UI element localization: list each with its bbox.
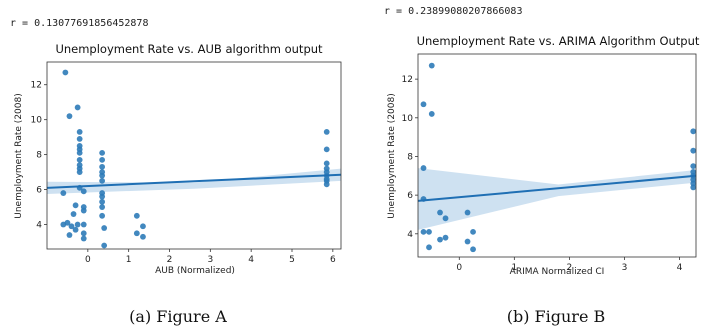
x-tick-label: 2	[167, 255, 173, 265]
data-point	[690, 128, 696, 134]
data-point	[99, 164, 105, 170]
x-tick-label: 3	[207, 255, 213, 265]
x-tick-label: 6	[330, 255, 336, 265]
y-tick-label: 4	[407, 230, 413, 240]
data-point	[690, 148, 696, 154]
data-point	[437, 210, 443, 216]
data-point	[99, 178, 105, 184]
y-tick-label: 10	[31, 116, 43, 126]
data-point	[324, 146, 330, 152]
data-point	[73, 227, 79, 233]
y-tick-label: 4	[36, 221, 42, 231]
chart-title-b: Unemployment Rate vs. ARIMA Algorithm Ou…	[417, 34, 700, 48]
data-point	[134, 213, 140, 219]
data-point	[81, 236, 87, 242]
data-point	[421, 101, 427, 107]
data-point	[81, 188, 87, 194]
data-points-b	[421, 63, 697, 252]
data-point	[324, 160, 330, 166]
data-point	[470, 229, 476, 235]
confidence-band-b	[418, 168, 696, 230]
data-point	[324, 129, 330, 135]
data-point	[99, 199, 105, 205]
data-point	[77, 150, 83, 156]
y-tick-label: 6	[407, 191, 413, 201]
data-point	[426, 229, 432, 235]
data-point	[99, 194, 105, 200]
x-tick-label: 0	[85, 255, 91, 265]
data-point	[690, 185, 696, 191]
y-tick-label: 6	[36, 186, 42, 196]
y-tick-label: 12	[402, 75, 413, 85]
data-point	[690, 163, 696, 169]
chart-title-a: Unemployment Rate vs. AUB algorithm outp…	[55, 42, 323, 56]
data-point	[77, 129, 83, 135]
y-tick-label: 8	[407, 152, 413, 162]
y-tick-label: 8	[36, 151, 42, 161]
data-point	[73, 202, 79, 208]
correlation-text-a: r = 0.13077691856452878	[10, 18, 148, 29]
data-point	[470, 246, 476, 252]
data-point	[75, 222, 81, 228]
data-point	[60, 190, 66, 196]
data-point	[429, 63, 435, 69]
x-tick-label: 4	[248, 255, 254, 265]
data-point	[75, 105, 81, 111]
data-point	[426, 244, 432, 250]
y-tick-label: 12	[31, 81, 42, 91]
data-point	[443, 235, 449, 241]
x-tick-label: 1	[126, 255, 132, 265]
x-axis-label-a: AUB (Normalized)	[155, 266, 235, 276]
data-point	[81, 230, 87, 236]
data-point	[99, 204, 105, 210]
y-axis-label-b: Unemployment Rate (2008)	[387, 93, 397, 218]
x-tick-label: 0	[456, 263, 462, 273]
plot-frame-b	[418, 54, 696, 257]
data-point	[140, 223, 146, 229]
plot-frame-a	[47, 62, 341, 249]
data-point	[77, 169, 83, 175]
data-point	[77, 136, 83, 142]
data-points-a	[60, 70, 329, 249]
caption-a: (a) Figure A	[129, 307, 227, 326]
data-point	[324, 181, 330, 187]
data-point	[67, 113, 73, 119]
data-point	[465, 210, 471, 216]
data-point	[101, 243, 107, 249]
data-point	[99, 157, 105, 163]
confidence-band-area	[418, 168, 696, 230]
y-tick-label: 10	[402, 114, 414, 124]
data-point	[421, 229, 427, 235]
data-point	[71, 211, 77, 217]
data-point	[465, 239, 471, 245]
data-point	[443, 215, 449, 221]
data-point	[421, 165, 427, 171]
x-tick-label: 5	[289, 255, 295, 265]
data-point	[140, 234, 146, 240]
data-point	[134, 230, 140, 236]
data-point	[81, 208, 87, 214]
x-axis-label-b: ARIMA Normalized CI	[510, 267, 605, 277]
data-point	[67, 232, 73, 238]
x-tick-label: 4	[677, 263, 683, 273]
correlation-text-b: r = 0.23899080207866083	[384, 6, 522, 17]
y-axis-label-a: Unemployment Rate (2008)	[14, 93, 24, 218]
data-point	[99, 213, 105, 219]
data-point	[99, 173, 105, 179]
data-point	[101, 225, 107, 231]
data-point	[81, 222, 87, 228]
data-point	[99, 150, 105, 156]
caption-b: (b) Figure B	[507, 307, 606, 326]
data-point	[77, 157, 83, 163]
data-point	[429, 111, 435, 117]
data-point	[62, 70, 68, 76]
x-tick-label: 3	[622, 263, 628, 273]
data-point	[437, 237, 443, 243]
